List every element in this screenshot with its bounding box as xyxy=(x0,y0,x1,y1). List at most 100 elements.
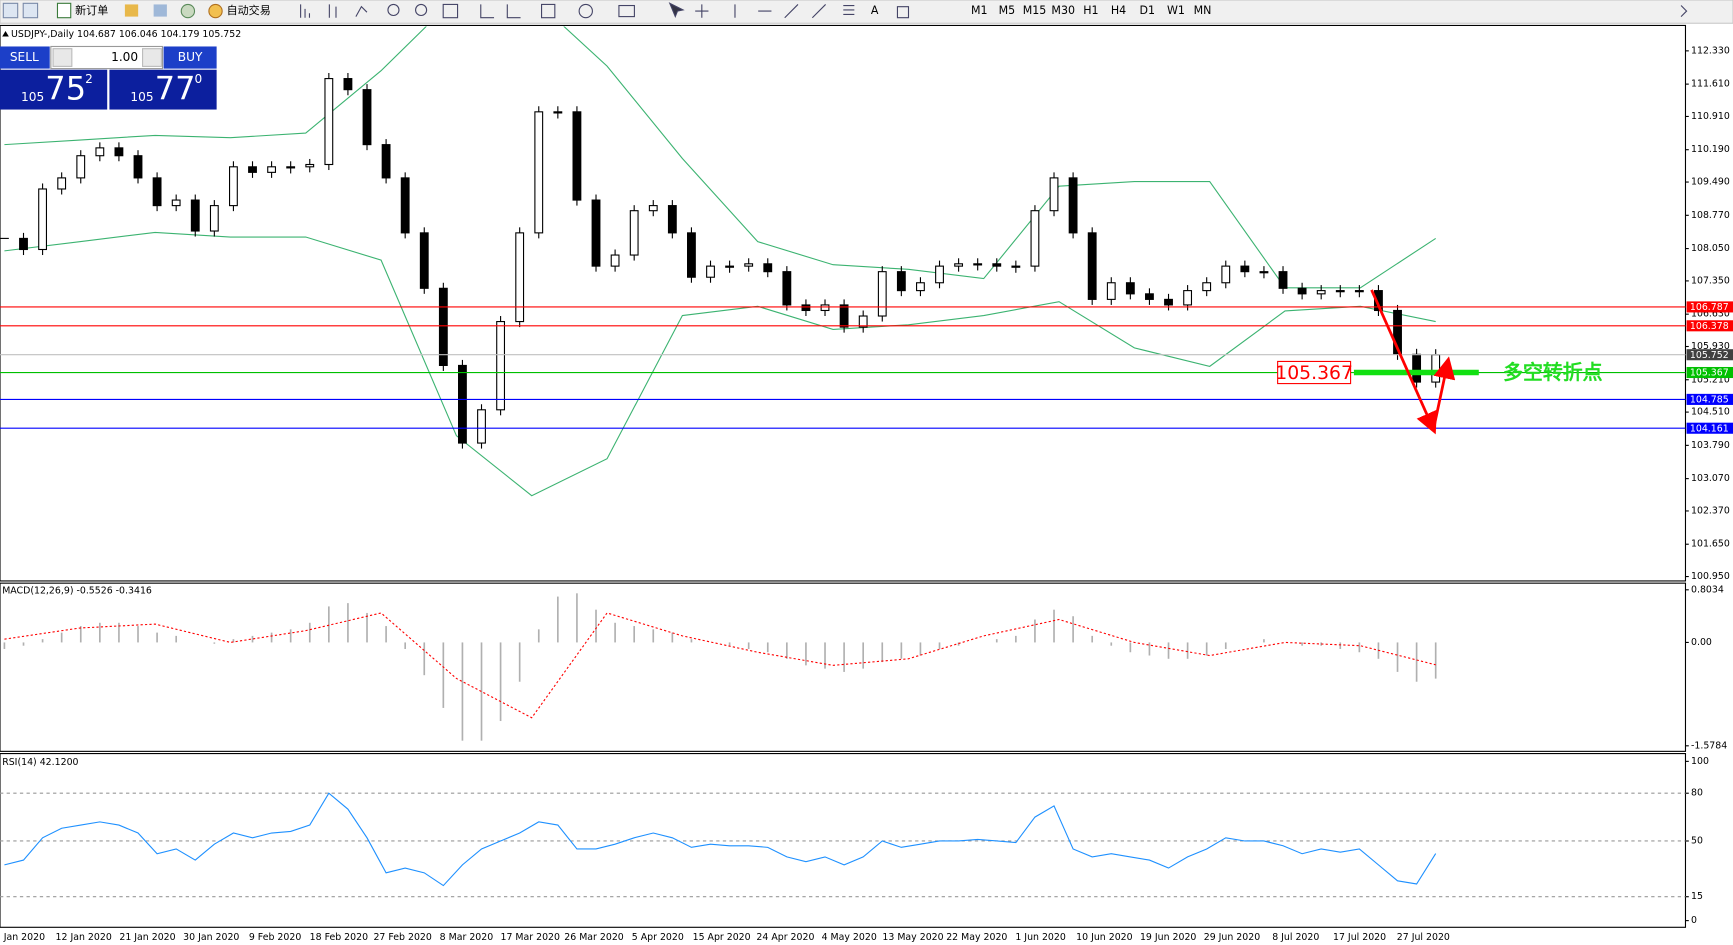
icon[interactable]: A xyxy=(871,4,879,17)
x-tick-label: 5 Apr 2020 xyxy=(632,932,684,943)
x-tick-label: 29 Jun 2020 xyxy=(1204,932,1260,943)
icon[interactable] xyxy=(442,3,459,19)
candle xyxy=(782,271,792,306)
candle xyxy=(572,111,582,201)
timeframe[interactable]: H1 xyxy=(1083,4,1098,17)
y-tick-label: 110.190 xyxy=(1691,144,1730,155)
candle xyxy=(248,166,257,173)
sell-price-box[interactable] xyxy=(0,69,108,110)
candle xyxy=(1316,290,1326,295)
icon[interactable] xyxy=(56,2,72,19)
x-tick-label: 26 Mar 2020 xyxy=(564,932,624,943)
candle xyxy=(458,364,467,444)
candle xyxy=(419,232,429,289)
icon[interactable] xyxy=(1680,5,1688,17)
icon[interactable] xyxy=(328,4,337,18)
candle xyxy=(1259,271,1269,274)
level-label: 105.367 xyxy=(1690,368,1729,379)
x-tick-label: 22 May 2020 xyxy=(946,932,1007,943)
candle xyxy=(362,89,372,146)
icon[interactable] xyxy=(480,4,521,19)
candle xyxy=(973,263,983,266)
buy-button[interactable] xyxy=(163,46,217,69)
spin-button[interactable] xyxy=(52,48,73,67)
indicator-header: RSI(14) 42.1200 xyxy=(2,757,78,768)
icon[interactable] xyxy=(300,4,311,18)
candle xyxy=(152,177,162,207)
icon[interactable] xyxy=(618,4,635,18)
price-fraction: 2 xyxy=(85,72,93,86)
timeframe[interactable]: M5 xyxy=(999,4,1016,17)
candle xyxy=(95,147,105,157)
candle xyxy=(305,163,315,168)
candle xyxy=(1164,298,1173,306)
icon[interactable] xyxy=(355,5,368,17)
button-label[interactable]: 自动交易 xyxy=(227,3,271,17)
candle xyxy=(400,177,410,234)
x-tick-label: 10 Jun 2020 xyxy=(1076,932,1132,943)
icon[interactable] xyxy=(415,3,428,17)
icon[interactable] xyxy=(180,3,196,19)
icon[interactable] xyxy=(208,3,223,19)
candle xyxy=(438,287,448,366)
button-label[interactable]: 新订单 xyxy=(75,3,108,17)
y-tick-label: 80 xyxy=(1691,788,1703,799)
timeframe[interactable]: M1 xyxy=(971,4,988,17)
candle xyxy=(1183,290,1193,306)
icon[interactable] xyxy=(541,3,556,19)
timeframe[interactable]: M30 xyxy=(1051,4,1075,17)
icon[interactable] xyxy=(153,4,167,17)
timeframe[interactable]: MN xyxy=(1194,4,1212,17)
icon[interactable] xyxy=(695,4,855,19)
y-tick-label: 111.610 xyxy=(1691,79,1730,90)
icon[interactable] xyxy=(22,2,39,19)
lot-value[interactable]: 1.00 xyxy=(111,50,138,64)
timeframe[interactable]: D1 xyxy=(1139,4,1155,17)
x-tick-label: 2 Jan 2020 xyxy=(0,932,45,943)
candle xyxy=(1202,282,1212,292)
spin-button[interactable] xyxy=(142,48,162,67)
sell-label[interactable]: SELL xyxy=(10,50,39,64)
buy-label[interactable]: BUY xyxy=(178,50,203,64)
x-tick-label: 1 Jun 2020 xyxy=(1015,932,1066,943)
timeframe[interactable]: W1 xyxy=(1167,4,1185,17)
icon[interactable] xyxy=(668,2,685,19)
y-tick-label: 103.070 xyxy=(1691,473,1730,484)
rsi-pane xyxy=(0,753,1687,928)
chart-header: USDJPY-,Daily 104.687 106.046 104.179 10… xyxy=(11,29,241,40)
timeframe[interactable]: H4 xyxy=(1111,4,1126,17)
bollinger-band xyxy=(4,26,1436,289)
y-tick-label: 50 xyxy=(1691,835,1703,846)
icon[interactable] xyxy=(124,4,139,17)
candle xyxy=(114,147,124,157)
x-tick-label: 17 Mar 2020 xyxy=(500,932,560,943)
price-big-figure: 105 xyxy=(130,90,153,104)
x-tick-label: 9 Feb 2020 xyxy=(249,932,301,943)
y-tick-label: 103.790 xyxy=(1691,440,1730,451)
candle xyxy=(725,265,735,268)
annotation-price: 105.367 xyxy=(1275,363,1353,384)
candle xyxy=(381,144,391,179)
candle xyxy=(916,282,925,292)
candle xyxy=(1145,293,1154,300)
y-tick-label: 102.370 xyxy=(1691,505,1730,516)
buy-price-box[interactable] xyxy=(109,69,217,110)
icon[interactable] xyxy=(896,6,910,19)
icon[interactable] xyxy=(2,2,19,19)
timeframe[interactable]: M15 xyxy=(1023,4,1047,17)
price-pips: 75 xyxy=(45,70,86,108)
price-fraction: 0 xyxy=(195,72,203,86)
sell-button[interactable] xyxy=(0,46,50,69)
candle xyxy=(209,205,219,232)
candle xyxy=(839,304,849,328)
candle xyxy=(706,265,715,278)
icon[interactable] xyxy=(578,3,593,19)
macd-pane xyxy=(0,582,1687,752)
y-tick-label: -1.5784 xyxy=(1691,740,1727,751)
icon[interactable] xyxy=(387,3,400,17)
candle xyxy=(76,155,86,179)
candle xyxy=(591,199,601,267)
y-tick-label: 15 xyxy=(1691,891,1703,902)
lot-input[interactable] xyxy=(50,45,164,70)
